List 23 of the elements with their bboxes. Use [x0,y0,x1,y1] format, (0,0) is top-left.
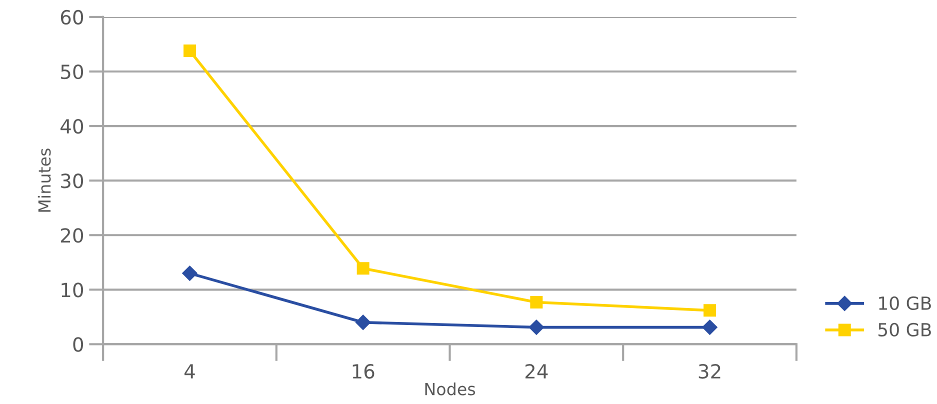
x-axis-title: Nodes [425,382,476,396]
point [183,44,196,58]
legend-label: 50 GB [878,322,931,337]
y-tick-label: 30 [61,174,84,188]
point [182,266,198,281]
x-tick-label: 24 [525,364,548,378]
x-tick-label: 16 [352,364,374,379]
y-tick-label: 20 [61,228,84,243]
point [530,296,543,308]
y-tick-label: 0 [73,337,84,352]
point [704,304,716,317]
point [702,320,718,335]
point [356,314,371,330]
x-tick-label: 4 [184,364,195,378]
y-axis-title: Minutes [38,148,51,212]
y-tick-label: 60 [60,10,84,25]
y-tick-label: 50 [61,64,84,80]
point [528,320,544,335]
x-tick-label: 32 [698,364,720,379]
legend-label: 10 GB [879,296,931,310]
point [356,262,370,275]
y-tick-label: 40 [60,119,84,134]
y-tick-label: 10 [62,282,84,298]
